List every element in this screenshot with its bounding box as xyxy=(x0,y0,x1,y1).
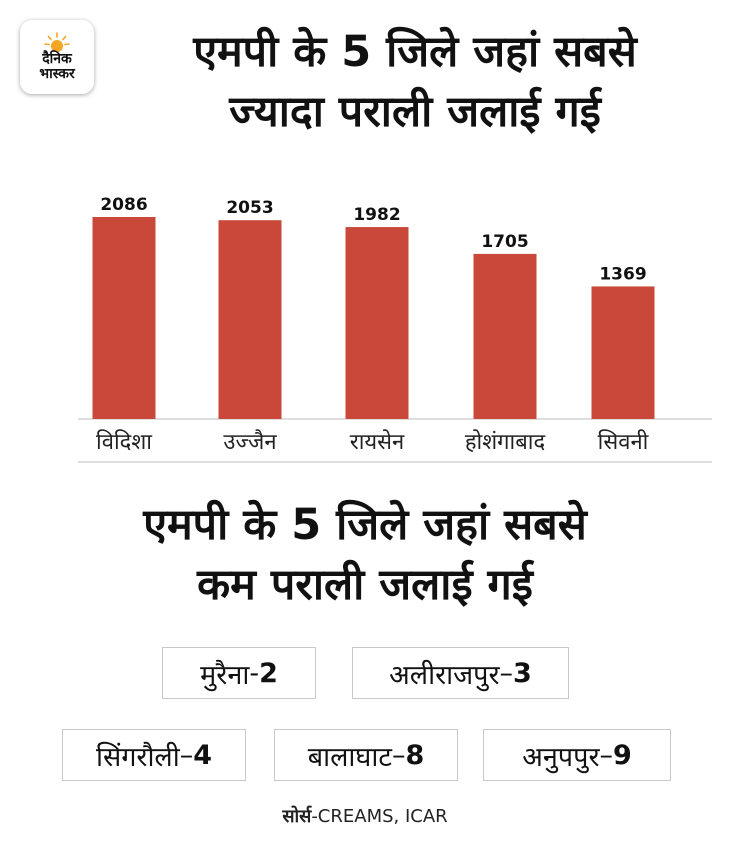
district-value: 4 xyxy=(193,739,213,771)
bar xyxy=(345,227,409,419)
district-chip-singrauli: सिंगरौली –4 xyxy=(62,729,246,781)
district-name: अनुपपुर xyxy=(522,741,600,773)
data-label: 2053 xyxy=(226,198,273,218)
x-tick-label: उज्जैन xyxy=(223,429,277,455)
bar-chart: 2086 विदिशा 2053 उज्जैन 1982 रायसेन 1705 होशंगा… xyxy=(78,195,712,463)
least-title-line2: कम पराली जलाई गई xyxy=(197,560,533,610)
chart-title-line1: एमपी के 5 जिले जहां सबसे xyxy=(193,27,637,77)
least-title-line1: एमपी के 5 जिले जहां सबसे xyxy=(143,500,587,550)
dainik-bhaskar-logo: दैनिक भास्कर xyxy=(20,20,94,94)
district-name: सिंगरौली xyxy=(95,741,180,773)
source-note: सोर्स-CREAMS, ICAR xyxy=(0,804,730,828)
bar xyxy=(473,253,537,419)
district-sep: – xyxy=(391,739,406,771)
district-sep: - xyxy=(249,657,260,689)
bar xyxy=(92,217,156,419)
x-tick-label: सिवनी xyxy=(598,429,649,455)
district-name: अलीराजपुर xyxy=(389,659,500,691)
data-label: 1369 xyxy=(599,264,646,284)
district-chip-alirajpur: अलीराजपुर –3 xyxy=(352,647,569,699)
data-label: 2086 xyxy=(100,195,147,215)
district-value: 8 xyxy=(405,739,425,771)
district-sep: – xyxy=(599,739,614,771)
logo-text-line1: दैनिक xyxy=(42,51,72,67)
chart-title: एमपी के 5 जिले जहां सबसे ज्यादा पराली जल… xyxy=(100,22,730,142)
district-value: 9 xyxy=(613,739,632,771)
data-label: 1982 xyxy=(353,205,400,225)
chart-title-line2: ज्यादा पराली जलाई गई xyxy=(229,87,601,137)
sun-icon xyxy=(44,32,70,52)
district-sep: – xyxy=(179,739,194,771)
data-label: 1705 xyxy=(481,232,528,252)
district-value: 2 xyxy=(259,657,278,689)
district-chip-anuppur: अनुपपुर –9 xyxy=(483,729,671,781)
district-sep: – xyxy=(499,657,514,689)
district-name: बालाघाट xyxy=(307,741,392,773)
x-tick-label: रायसेन xyxy=(350,429,405,455)
bar xyxy=(591,286,655,419)
least-burning-title: एमपी के 5 जिले जहां सबसे कम पराली जलाई ग… xyxy=(0,495,730,615)
source-text: -CREAMS, ICAR xyxy=(311,806,448,827)
district-value: 3 xyxy=(513,657,532,689)
source-label: सोर्स xyxy=(282,806,312,827)
district-chip-balaghat: बालाघाट –8 xyxy=(274,729,458,781)
bar xyxy=(218,220,282,419)
district-chip-morena: मुरैना - 2 xyxy=(162,647,316,699)
x-tick-label: होशंगाबाद xyxy=(465,429,546,455)
x-tick-label: विदिशा xyxy=(96,429,152,455)
district-name: मुरैना xyxy=(200,659,250,691)
logo-text-line2: भास्कर xyxy=(39,66,75,82)
